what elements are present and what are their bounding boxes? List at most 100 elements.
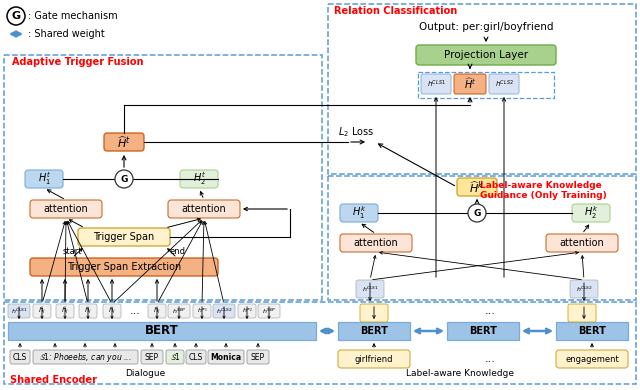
Text: ...: ... bbox=[484, 354, 495, 364]
FancyBboxPatch shape bbox=[33, 350, 138, 364]
Text: attention: attention bbox=[44, 204, 88, 214]
FancyBboxPatch shape bbox=[568, 304, 596, 322]
Text: girlfriend: girlfriend bbox=[355, 355, 393, 363]
FancyBboxPatch shape bbox=[360, 304, 388, 322]
FancyBboxPatch shape bbox=[556, 350, 628, 368]
FancyBboxPatch shape bbox=[454, 74, 486, 94]
Bar bbox=[8, 322, 316, 340]
FancyBboxPatch shape bbox=[213, 304, 235, 318]
Text: Dialogue: Dialogue bbox=[125, 369, 165, 379]
Text: ...: ... bbox=[129, 306, 140, 316]
FancyBboxPatch shape bbox=[78, 228, 170, 246]
FancyBboxPatch shape bbox=[489, 74, 519, 94]
Bar bbox=[447, 322, 519, 340]
Text: start: start bbox=[62, 248, 82, 257]
FancyBboxPatch shape bbox=[33, 304, 51, 318]
Text: $h^{CLS1}$: $h^{CLS1}$ bbox=[362, 284, 378, 294]
Circle shape bbox=[468, 204, 486, 222]
Text: $\widehat{H}^t$: $\widehat{H}^t$ bbox=[464, 77, 476, 91]
Text: : Shared weight: : Shared weight bbox=[28, 29, 105, 39]
Text: attention: attention bbox=[559, 238, 604, 248]
FancyBboxPatch shape bbox=[340, 204, 378, 222]
Text: G: G bbox=[474, 209, 481, 218]
FancyBboxPatch shape bbox=[186, 350, 206, 364]
Circle shape bbox=[7, 7, 25, 25]
Bar bbox=[4, 55, 322, 300]
Text: $\widehat{H}^k$: $\widehat{H}^k$ bbox=[469, 179, 484, 195]
Text: $h^{a_2}$: $h^{a_2}$ bbox=[242, 307, 252, 316]
FancyBboxPatch shape bbox=[79, 304, 97, 318]
Bar bbox=[556, 322, 628, 340]
Text: Guidance (Only Training): Guidance (Only Training) bbox=[480, 191, 607, 200]
Circle shape bbox=[115, 170, 133, 188]
FancyBboxPatch shape bbox=[193, 304, 211, 318]
Text: Trigger Span Extraction: Trigger Span Extraction bbox=[67, 262, 181, 272]
Text: Relation Classification: Relation Classification bbox=[334, 6, 457, 16]
Bar bbox=[418, 72, 554, 98]
Text: $h^{CLS1}$: $h^{CLS1}$ bbox=[427, 78, 445, 90]
Text: : Gate mechanism: : Gate mechanism bbox=[28, 11, 118, 21]
Bar bbox=[4, 302, 636, 384]
FancyBboxPatch shape bbox=[421, 74, 451, 94]
Text: engagement: engagement bbox=[565, 355, 619, 363]
Text: G: G bbox=[12, 11, 20, 21]
Text: $h_i$: $h_i$ bbox=[38, 306, 46, 316]
FancyBboxPatch shape bbox=[238, 304, 256, 318]
Text: $h^{SEP}$: $h^{SEP}$ bbox=[262, 307, 276, 316]
FancyBboxPatch shape bbox=[416, 45, 556, 65]
FancyBboxPatch shape bbox=[168, 200, 240, 218]
Text: $h_i$: $h_i$ bbox=[153, 306, 161, 316]
Text: attention: attention bbox=[182, 204, 227, 214]
FancyBboxPatch shape bbox=[8, 304, 30, 318]
Text: SEP: SEP bbox=[251, 353, 265, 362]
Text: $H_1^t$: $H_1^t$ bbox=[38, 170, 51, 188]
Text: $h^{CLS1}$: $h^{CLS1}$ bbox=[10, 307, 28, 316]
FancyBboxPatch shape bbox=[148, 304, 166, 318]
Text: Monica: Monica bbox=[211, 353, 241, 362]
Text: BERT: BERT bbox=[469, 326, 497, 336]
FancyBboxPatch shape bbox=[546, 234, 618, 252]
Text: $h_i$: $h_i$ bbox=[84, 306, 92, 316]
Text: $\mathcal{S}1$: $\mathcal{S}1$ bbox=[170, 351, 180, 362]
Text: Shared Encoder: Shared Encoder bbox=[10, 375, 97, 385]
FancyBboxPatch shape bbox=[356, 280, 384, 298]
FancyBboxPatch shape bbox=[247, 350, 269, 364]
Text: $h^{a_1}$: $h^{a_1}$ bbox=[196, 307, 207, 316]
Text: $h_i$: $h_i$ bbox=[108, 306, 116, 316]
Text: $h^{CLS2}$: $h^{CLS2}$ bbox=[495, 78, 513, 90]
Text: $\mathcal{S}1$: Phoeebs, can you ...: $\mathcal{S}1$: Phoeebs, can you ... bbox=[38, 351, 131, 363]
FancyBboxPatch shape bbox=[30, 200, 102, 218]
Text: Trigger Span: Trigger Span bbox=[93, 232, 155, 242]
FancyBboxPatch shape bbox=[340, 234, 412, 252]
Text: $h^{CLS2}$: $h^{CLS2}$ bbox=[216, 307, 232, 316]
FancyBboxPatch shape bbox=[168, 304, 190, 318]
Text: Output: per:girl/boyfriend: Output: per:girl/boyfriend bbox=[419, 22, 553, 32]
Text: BERT: BERT bbox=[578, 326, 606, 336]
Text: ...: ... bbox=[484, 306, 495, 316]
Bar bbox=[338, 322, 410, 340]
Text: Adaptive Trigger Fusion: Adaptive Trigger Fusion bbox=[12, 57, 143, 67]
FancyBboxPatch shape bbox=[141, 350, 163, 364]
FancyBboxPatch shape bbox=[208, 350, 244, 364]
Text: $L_2$ Loss: $L_2$ Loss bbox=[338, 125, 374, 139]
Text: $h^{SEP}$: $h^{SEP}$ bbox=[172, 307, 186, 316]
Text: BERT: BERT bbox=[360, 326, 388, 336]
Text: $H_2^t$: $H_2^t$ bbox=[193, 170, 205, 188]
FancyBboxPatch shape bbox=[338, 350, 410, 368]
FancyBboxPatch shape bbox=[56, 304, 74, 318]
Bar bbox=[328, 4, 636, 174]
Text: $\widehat{H}^t$: $\widehat{H}^t$ bbox=[117, 134, 131, 150]
Text: Label-aware Knowledge: Label-aware Knowledge bbox=[480, 181, 602, 190]
FancyBboxPatch shape bbox=[180, 170, 218, 188]
Text: CLS: CLS bbox=[189, 353, 203, 362]
FancyBboxPatch shape bbox=[258, 304, 280, 318]
FancyBboxPatch shape bbox=[457, 178, 497, 196]
Text: G: G bbox=[120, 174, 128, 184]
Text: Label-aware Knowledge: Label-aware Knowledge bbox=[406, 369, 514, 379]
FancyBboxPatch shape bbox=[570, 280, 598, 298]
FancyBboxPatch shape bbox=[572, 204, 610, 222]
FancyBboxPatch shape bbox=[104, 133, 144, 151]
FancyBboxPatch shape bbox=[103, 304, 121, 318]
Text: SEP: SEP bbox=[145, 353, 159, 362]
Bar bbox=[328, 176, 636, 300]
